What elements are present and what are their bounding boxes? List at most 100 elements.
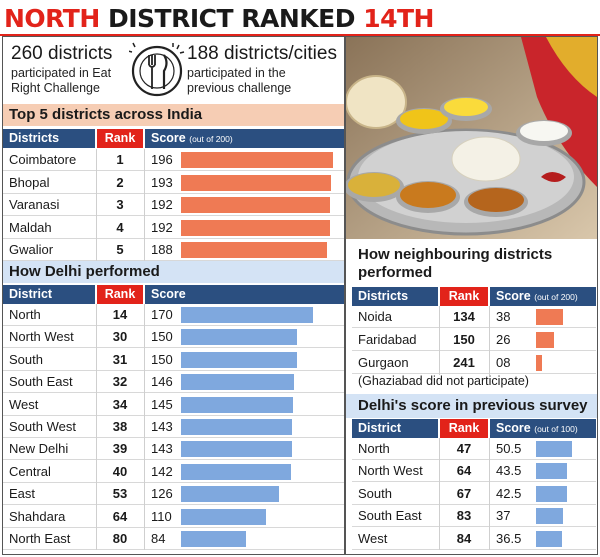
score-scale-note: (out of 100)	[534, 424, 578, 434]
table-row: North East 80 84	[3, 528, 344, 550]
score-bar	[181, 329, 298, 346]
score-bar	[181, 419, 292, 435]
section-title-top5: Top 5 districts across India	[3, 104, 344, 126]
district-name: North East	[9, 531, 71, 546]
table-row: South 31 150	[3, 349, 344, 371]
score-bar	[536, 508, 563, 525]
district-name: North West	[9, 329, 74, 345]
score-bar	[181, 197, 330, 214]
rank-value: 80	[112, 531, 128, 546]
table-row: North 14 170	[3, 304, 344, 326]
rank-value: 31	[112, 351, 128, 367]
column-separator	[439, 438, 440, 550]
table-row: Varanasi 3 192	[3, 194, 344, 217]
score-value: 188	[151, 242, 173, 258]
score-bar	[536, 463, 568, 480]
district-name: North	[358, 441, 390, 456]
score-value: 110	[151, 508, 172, 524]
rank-value: 83	[456, 508, 472, 524]
title-part-2: DISTRICT RANKED	[99, 4, 364, 33]
district-name: Varanasi	[9, 197, 60, 213]
score-bar	[181, 441, 292, 458]
table-row: North West 64 43.5	[352, 460, 596, 483]
score-value: 50.5	[496, 441, 522, 456]
table-row: Central 40 142	[3, 461, 344, 483]
district-name: Central	[9, 463, 51, 479]
district-name: South East	[9, 374, 73, 390]
table-row: South 67 42.5	[352, 483, 596, 505]
thali-food-plate-icon	[346, 37, 597, 239]
score-value: 84	[151, 531, 166, 546]
column-header-rank: Rank	[97, 285, 143, 304]
rank-value: 4	[116, 219, 124, 235]
score-value: 193	[151, 174, 173, 190]
score-value: 38	[496, 309, 511, 324]
score-value: 192	[151, 219, 173, 235]
page-title: NORTH DISTRICT RANKED 14TH	[4, 4, 596, 34]
rank-value: 32	[112, 374, 128, 390]
table-row: Noida 134 38	[352, 306, 596, 328]
rank-value: 38	[112, 419, 128, 434]
stat-previous-number: 188 districts/cities	[187, 43, 337, 64]
column-header-district: District	[352, 419, 438, 438]
score-value: 36.5	[496, 530, 522, 546]
column-header-districts: Districts	[3, 129, 95, 148]
district-name: South	[358, 485, 392, 501]
ghaziabad-note: (Ghaziabad did not participate)	[358, 374, 529, 388]
score-bar	[181, 531, 247, 547]
score-bar	[536, 485, 567, 502]
score-value: 08	[496, 355, 511, 370]
district-name: West	[9, 396, 39, 412]
table-row: Coimbatore 1 196	[3, 149, 344, 171]
district-name: North West	[358, 463, 423, 479]
rank-value: 64	[112, 508, 128, 524]
rank-value: 150	[453, 332, 475, 347]
table-header-neighbouring: Districts Rank Score (out of 200)	[352, 287, 596, 306]
column-header-score: Score (out of 200)	[145, 129, 344, 148]
rank-value: 67	[456, 485, 472, 501]
column-separator	[144, 304, 145, 551]
score-bar	[181, 219, 330, 236]
rank-value: 1	[116, 152, 124, 167]
score-bar	[181, 174, 331, 191]
district-name: Shahdara	[9, 508, 66, 524]
rank-value: 34	[112, 396, 128, 412]
table-header-previous: District Rank Score (out of 100)	[352, 419, 596, 438]
column-separator	[96, 304, 97, 551]
score-bar	[536, 530, 563, 547]
column-separator	[489, 438, 490, 550]
table-row: Maldah 4 192	[3, 217, 344, 239]
score-bar	[181, 486, 279, 503]
rank-value: 3	[116, 197, 124, 213]
title-part-1: NORTH	[4, 4, 100, 33]
district-name: Gwalior	[9, 242, 54, 258]
score-value: 150	[151, 329, 173, 345]
column-separator	[96, 149, 97, 262]
score-value: 143	[151, 419, 173, 434]
table-row: West 34 145	[3, 394, 344, 416]
rank-value: 53	[112, 486, 128, 502]
table-header-delhi: District Rank Score	[3, 285, 344, 304]
infographic-frame	[2, 36, 598, 555]
table-row: Gurgaon 241 08	[352, 352, 596, 374]
district-name: New Delhi	[9, 441, 69, 457]
score-bar	[181, 307, 313, 323]
score-bar	[536, 355, 542, 371]
column-header-rank: Rank	[97, 129, 143, 148]
table-row: Faridabad 150 26	[352, 329, 596, 351]
district-name: West	[358, 530, 388, 546]
stat-previous-text: participated in the previous challenge	[187, 66, 292, 95]
rank-value: 5	[116, 242, 124, 258]
score-value: 142	[151, 463, 173, 479]
district-name: Maldah	[9, 219, 52, 235]
score-bar	[181, 242, 327, 259]
district-name: South East	[358, 508, 422, 524]
table-row: South West 38 143	[3, 416, 344, 438]
score-scale-note: (out of 200)	[189, 134, 233, 144]
score-value: 143	[151, 441, 173, 457]
district-name: Faridabad	[358, 332, 417, 347]
score-value: 43.5	[496, 463, 522, 479]
column-divider	[344, 36, 346, 555]
column-header-score: Score (out of 200)	[490, 287, 596, 306]
stats-strip: 260 districts participated in Eat Right …	[3, 37, 344, 103]
